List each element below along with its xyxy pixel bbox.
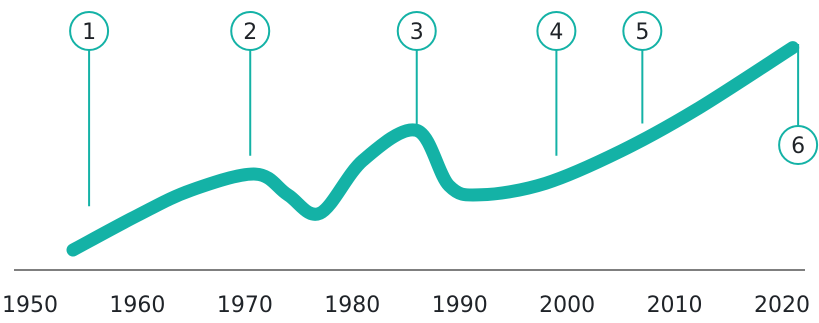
event-marker-2: 2 (230, 11, 271, 156)
x-tick-label-1950: 1950 (2, 293, 58, 318)
marker-label-2: 2 (243, 20, 257, 45)
x-tick-label-2010: 2010 (647, 293, 703, 318)
marker-circle-4 (536, 11, 577, 51)
marker-circle-5 (622, 11, 663, 51)
x-tick-label-2020: 2020 (754, 293, 810, 318)
marker-label-1: 1 (82, 20, 96, 45)
event-marker-3: 3 (396, 11, 437, 129)
marker-circle-3 (396, 11, 437, 51)
event-markers: 1 2 3 4 5 6 (69, 11, 819, 207)
marker-label-5: 5 (635, 20, 649, 45)
event-marker-6: 6 (778, 44, 819, 165)
event-marker-4: 4 (536, 11, 577, 156)
marker-circle-1 (69, 11, 110, 51)
x-tick-label-1970: 1970 (217, 293, 273, 318)
marker-label-6: 6 (791, 134, 805, 159)
marker-label-3: 3 (410, 20, 424, 45)
event-marker-1: 1 (69, 11, 110, 207)
x-tick-label-1960: 1960 (109, 293, 165, 318)
x-tick-label-1990: 1990 (432, 293, 488, 318)
trend-line (66, 41, 800, 257)
x-tick-label-1980: 1980 (324, 293, 380, 318)
x-axis-ticks: 1950 1960 1970 1980 1990 2000 2010 2020 (2, 293, 810, 318)
marker-circle-6 (778, 125, 819, 165)
marker-circle-2 (230, 11, 271, 51)
x-tick-label-2000: 2000 (539, 293, 595, 318)
marker-label-4: 4 (549, 20, 563, 45)
event-marker-5: 5 (622, 11, 663, 124)
